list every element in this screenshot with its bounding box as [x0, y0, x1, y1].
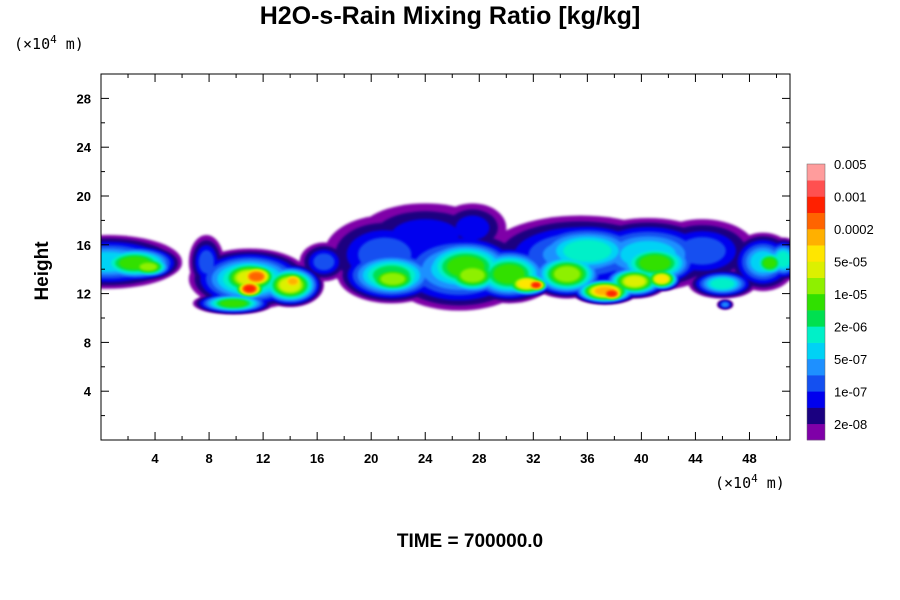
colorbar-swatch [807, 245, 825, 262]
colorbar-legend: 2e-08 1e-07 5e-07 2e-06 1e-05 5e-05 0.0002 0.00… [806, 157, 874, 441]
contour-blob [139, 262, 158, 271]
y-tick-label: 16 [77, 238, 91, 253]
x-tick-label: 48 [742, 451, 756, 466]
colorbar-swatch [807, 180, 825, 197]
colorbar-label: 0.005 [834, 157, 867, 172]
contour-blob [248, 272, 264, 281]
y-tick-label: 4 [84, 384, 92, 399]
x-tick-label: 44 [688, 451, 703, 466]
colorbar-swatch [807, 212, 825, 230]
contour-blob [762, 257, 777, 269]
colorbar-label: 5e-05 [834, 254, 867, 269]
colorbar-swatch [807, 407, 825, 425]
x-tick-label: 28 [472, 451, 486, 466]
contour-blob [606, 291, 617, 297]
x-axis: 4 8 12 16 20 24 28 32 36 40 44 48 [127, 74, 777, 466]
colorbar-swatch [807, 342, 825, 360]
colorbar-swatch [807, 277, 825, 295]
contour-blob [563, 240, 612, 262]
y-axis: 4 8 12 16 20 24 28 [77, 91, 790, 417]
colorbar-frame [806, 163, 826, 441]
x-axis-unit: (×104 m) [715, 472, 785, 492]
contour-blob [639, 254, 671, 272]
colorbar-label: 2e-08 [834, 417, 867, 432]
x-tick-label: 40 [634, 451, 648, 466]
contour-blob [313, 253, 335, 271]
colorbar-label: 1e-05 [834, 287, 867, 302]
y-tick-label: 20 [77, 189, 91, 204]
plot-frame [100, 73, 791, 441]
x-tick-label: 16 [310, 451, 324, 466]
y-tick-label: 12 [77, 287, 91, 302]
colorbar-swatch [807, 375, 825, 392]
x-tick-label: 36 [580, 451, 594, 466]
y-tick-label: 8 [84, 335, 91, 350]
colorbar-swatch [807, 391, 825, 408]
x-tick-label: 32 [526, 451, 540, 466]
contour-blob [710, 278, 735, 290]
contour-blob [219, 299, 247, 308]
x-tick-label: 24 [418, 451, 433, 466]
contour-blob [493, 264, 525, 284]
chart-title: H2O-s-Rain Mixing Ratio [kg/kg] [259, 2, 641, 30]
colorbar-swatch [807, 310, 825, 327]
x-tick-label: 8 [205, 451, 212, 466]
contour-blob [721, 302, 729, 307]
colorbar-label: 2e-06 [834, 319, 867, 334]
colorbar-swatch [807, 196, 825, 214]
x-tick-label: 12 [256, 451, 270, 466]
colorbar-swatch [807, 164, 825, 181]
contour-blob [776, 251, 790, 268]
contour-blob [531, 282, 541, 288]
colorbar-swatch [807, 261, 825, 278]
colorbar-swatch [807, 423, 825, 441]
contour-blob [455, 215, 490, 240]
contour-blob [460, 268, 485, 283]
contour-blob [623, 275, 646, 287]
colorbar-swatch [807, 228, 825, 246]
contour-blob [655, 275, 668, 283]
colorbar-label: 0.001 [834, 189, 867, 204]
y-tick-label: 28 [77, 91, 91, 106]
rain-mixing-ratio-field [101, 203, 790, 315]
colorbar-label: 0.0002 [834, 222, 874, 237]
contour-blob [287, 278, 298, 285]
colorbar-label: 1e-07 [834, 384, 867, 399]
contour-blob [380, 273, 406, 285]
colorbar-swatch [807, 358, 825, 376]
x-tick-label: 20 [364, 451, 378, 466]
contour-blob [678, 237, 726, 265]
x-tick-label: 4 [151, 451, 159, 466]
colorbar-swatch [807, 293, 825, 311]
contour-blob [553, 266, 581, 283]
y-axis-unit: (×104 m) [14, 33, 84, 53]
colorbar-swatch [807, 326, 825, 343]
colorbar-label: 5e-07 [834, 352, 867, 367]
contour-level-14 [243, 282, 617, 297]
contour-blob [243, 285, 256, 293]
time-label: TIME = 700000.0 [396, 531, 544, 552]
contour-blob [198, 250, 215, 274]
y-tick-label: 24 [77, 140, 92, 155]
